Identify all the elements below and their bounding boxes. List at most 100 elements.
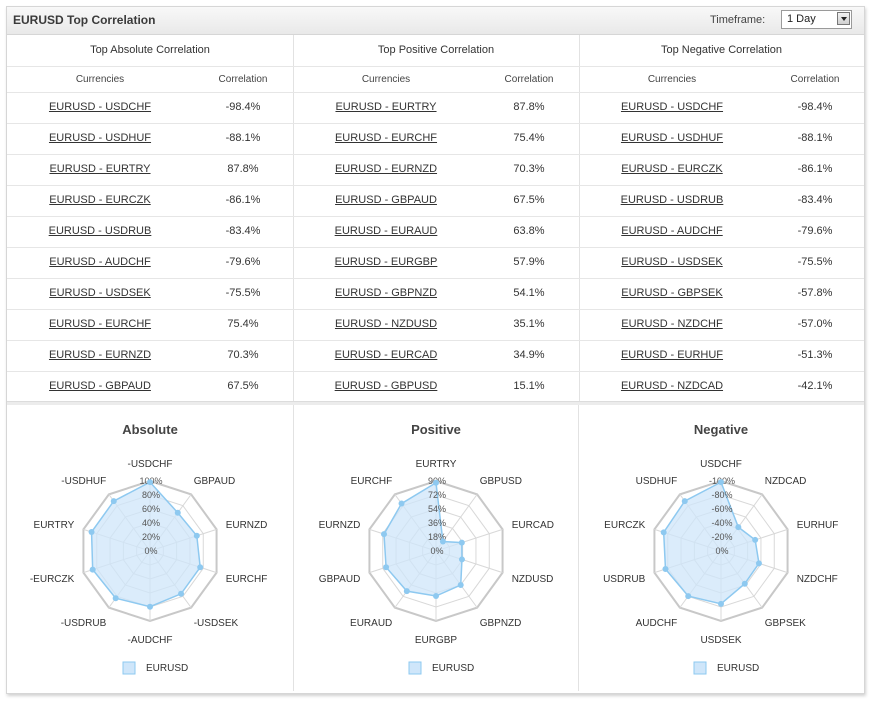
correlation-value: 87.8% — [227, 163, 259, 175]
pair-link[interactable]: EURUSD - EURCZK — [621, 163, 723, 175]
pair-link[interactable]: EURUSD - USDHUF — [48, 132, 152, 144]
pair-link[interactable]: EURUSD - EURNZD — [334, 163, 438, 175]
pair-link[interactable]: EURUSD - USDCHF — [48, 101, 152, 113]
axis-label: -AUDCHF — [128, 635, 173, 646]
correlation-value: 67.5% — [513, 194, 545, 206]
data-point — [718, 600, 724, 607]
pair-link[interactable]: EURUSD - AUDCHF — [621, 225, 723, 237]
legend-swatch[interactable] — [408, 661, 422, 675]
pair-link[interactable]: EURUSD - EURCHF — [48, 318, 152, 330]
data-point — [685, 593, 692, 600]
tick-label: 0% — [430, 546, 443, 556]
correlation-value: -83.4% — [797, 194, 833, 206]
axis-label: EURTRY — [34, 520, 75, 531]
timeframe-select[interactable]: 1 Day — [781, 10, 852, 29]
tick-label: -80% — [711, 490, 732, 500]
axis-label: EURGBP — [415, 635, 458, 646]
table-row: EURUSD - USDSEK -75.5% — [579, 247, 864, 278]
axis-label: EURAUD — [350, 618, 392, 629]
axis-label: USDCHF — [700, 459, 742, 470]
pair-link[interactable]: EURUSD - EURGBP — [334, 256, 438, 268]
table-rows: EURUSD - USDCHF -98.4% EURUSD - USDHUF -88.… — [7, 92, 293, 402]
pair-link[interactable]: EURUSD - USDCHF — [620, 101, 724, 113]
axis-label: EURNZD — [226, 520, 268, 531]
currencies-header: Currencies — [75, 74, 125, 85]
data-point — [755, 560, 762, 567]
correlation-value: -88.1% — [225, 132, 261, 144]
pair-link[interactable]: EURUSD - USDSEK — [49, 287, 151, 299]
pair-link[interactable]: EURUSD - USDRUB — [48, 225, 152, 237]
pair-link[interactable]: EURUSD - NZDUSD — [334, 318, 438, 330]
pair-link[interactable]: EURUSD - GBPAUD — [49, 380, 151, 392]
currencies-header: Currencies — [647, 74, 697, 85]
correlation-header: Correlation — [790, 74, 840, 85]
data-point — [178, 590, 185, 597]
correlation-value: -57.0% — [797, 318, 833, 330]
data-point — [458, 539, 465, 546]
axis-label: EURNZD — [319, 520, 361, 531]
pair-link[interactable]: EURUSD - NZDCHF — [621, 318, 723, 330]
axis-label: EURHUF — [797, 520, 839, 531]
pair-link[interactable]: EURUSD - GBPNZD — [334, 287, 438, 299]
chart-title: Positive — [411, 422, 461, 437]
pair-link[interactable]: EURUSD - USDHUF — [620, 132, 724, 144]
pair-link[interactable]: EURUSD - EURHUF — [620, 349, 724, 361]
correlation-value: -75.5% — [225, 287, 261, 299]
axis-label: -USDSEK — [194, 618, 239, 629]
axis-label: -USDRUB — [61, 618, 107, 629]
table-row: EURUSD - EURTRY 87.8% — [293, 92, 579, 123]
pair-link[interactable]: EURUSD - EURNZD — [48, 349, 152, 361]
table-row: EURUSD - EURCZK -86.1% — [579, 154, 864, 185]
correlation-value: 67.5% — [227, 380, 259, 392]
axis-label: USDSEK — [700, 635, 741, 646]
pair-link[interactable]: EURUSD - EURCAD — [334, 349, 438, 361]
table-row: EURUSD - GBPUSD 15.1% — [293, 371, 579, 402]
axis-label: USDRUB — [603, 574, 646, 585]
pair-link[interactable]: EURUSD - EURTRY — [49, 163, 151, 175]
axis-label: EURCHF — [351, 476, 393, 487]
table-row: EURUSD - NZDUSD 35.1% — [293, 309, 579, 340]
table-row: EURUSD - USDRUB -83.4% — [7, 216, 293, 247]
legend-label[interactable]: EURUSD — [717, 663, 759, 674]
pair-link[interactable]: EURUSD - GBPAUD — [335, 194, 437, 206]
data-point — [752, 536, 759, 543]
currencies-header: Currencies — [361, 74, 411, 85]
negative-correlation-table: Top Negative Correlation Currencies Correl… — [579, 35, 864, 402]
pair-link[interactable]: EURUSD - EURCHF — [334, 132, 438, 144]
legend-swatch[interactable] — [693, 661, 707, 675]
table-row: EURUSD - EURAUD 63.8% — [293, 216, 579, 247]
pair-link[interactable]: EURUSD - EURCZK — [49, 194, 151, 206]
legend-label[interactable]: EURUSD — [432, 663, 474, 674]
data-point — [147, 603, 153, 610]
correlation-value: -75.5% — [797, 256, 833, 268]
data-point — [383, 564, 390, 571]
negative-radar-svg: Negative0%-20%-40%-60%-80%-100%USDCHFNZD… — [603, 422, 839, 675]
axis-label: -USDCHF — [128, 459, 173, 470]
data-point — [433, 593, 439, 600]
legend-label[interactable]: EURUSD — [146, 663, 188, 674]
pair-link[interactable]: EURUSD - EURTRY — [335, 101, 437, 113]
data-point — [433, 479, 439, 486]
tick-label: 36% — [428, 518, 446, 528]
data-point — [147, 479, 153, 486]
table-row: EURUSD - GBPSEK -57.8% — [579, 278, 864, 309]
table-row: EURUSD - GBPAUD 67.5% — [7, 371, 293, 402]
table-row: EURUSD - AUDCHF -79.6% — [7, 247, 293, 278]
table-row: EURUSD - USDRUB -83.4% — [579, 185, 864, 216]
data-point — [110, 498, 117, 505]
pair-link[interactable]: EURUSD - USDSEK — [621, 256, 723, 268]
pair-link[interactable]: EURUSD - GBPUSD — [334, 380, 438, 392]
legend-swatch[interactable] — [122, 661, 136, 675]
tick-label: 0% — [144, 546, 157, 556]
axis-label: -EURCZK — [30, 574, 75, 585]
correlation-value: -98.4% — [225, 101, 261, 113]
pair-link[interactable]: EURUSD - AUDCHF — [49, 256, 151, 268]
table-rows: EURUSD - USDCHF -98.4% EURUSD - USDHUF -88.… — [579, 92, 864, 402]
chevron-down-icon[interactable] — [837, 12, 850, 25]
pair-link[interactable]: EURUSD - GBPSEK — [621, 287, 723, 299]
pair-link[interactable]: EURUSD - EURAUD — [334, 225, 438, 237]
pair-link[interactable]: EURUSD - USDRUB — [620, 194, 724, 206]
pair-link[interactable]: EURUSD - NZDCAD — [620, 380, 724, 392]
correlation-value: 70.3% — [513, 163, 545, 175]
table-row: EURUSD - EURGBP 57.9% — [293, 247, 579, 278]
